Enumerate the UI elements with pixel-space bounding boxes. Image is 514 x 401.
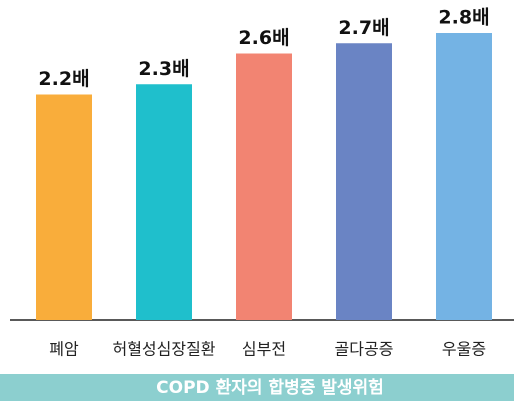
- bar: [336, 43, 392, 320]
- bar: [136, 84, 192, 320]
- value-label: 2.2배: [38, 68, 89, 90]
- x-tick-label: 우울증: [442, 340, 486, 359]
- x-tick-label: 골다공증: [335, 340, 394, 359]
- value-label: 2.6배: [238, 27, 289, 49]
- bar: [236, 53, 292, 320]
- chart-title: COPD 환자의 합병증 발생위험: [156, 377, 384, 398]
- title-banner: [0, 374, 514, 401]
- bar: [36, 94, 92, 320]
- bar: [436, 33, 492, 320]
- x-tick-label: 폐암: [49, 340, 79, 359]
- value-label: 2.8배: [438, 7, 489, 29]
- x-tick-label: 심부전: [242, 340, 286, 359]
- value-label: 2.3배: [138, 58, 189, 80]
- value-label: 2.7배: [338, 17, 389, 39]
- x-tick-label: 허혈성심장질환: [112, 340, 215, 359]
